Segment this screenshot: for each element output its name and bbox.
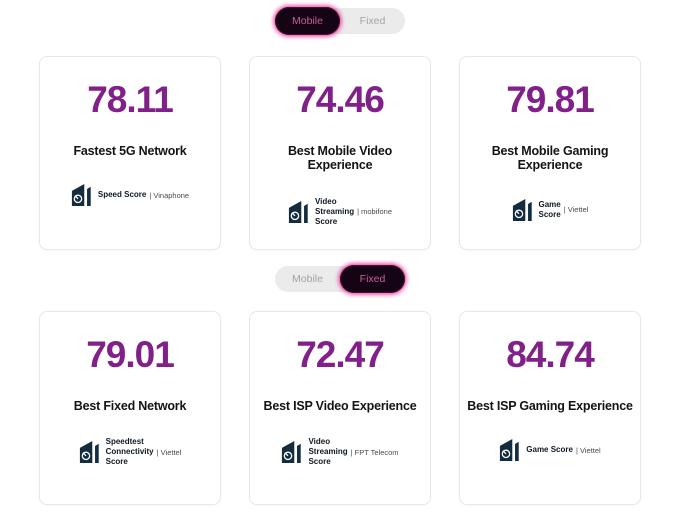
metric-row: Video Streaming Score | mobifone <box>288 197 392 227</box>
toggle-fixed-bottom[interactable]: Fixed <box>340 265 405 293</box>
score-value: 74.46 <box>296 79 385 120</box>
score-value: 78.11 <box>87 79 174 120</box>
award-title: Best ISP Gaming Experience <box>467 399 633 413</box>
operator-name: | mobifone <box>357 207 392 217</box>
toggle-fixed-top[interactable]: Fixed <box>340 8 405 34</box>
award-title: Best Fixed Network <box>73 399 187 413</box>
operator-name: | Vinaphone <box>149 190 190 200</box>
metric-row: Video Streaming Score | FPT Telecom <box>281 437 399 467</box>
toggle-mobile-top[interactable]: Mobile <box>275 7 340 35</box>
metric-label: Video Streaming Score <box>308 437 348 467</box>
score-value: 79.81 <box>506 79 595 120</box>
opensignal-logo-icon <box>288 200 308 223</box>
metric-row: Game Score | Viettel <box>499 437 601 463</box>
mobile-cards-row: 78.11 Fastest 5G Network Speed Score | V… <box>39 56 641 250</box>
opensignal-logo-icon <box>282 441 302 464</box>
score-value: 79.01 <box>86 334 175 375</box>
metric-row: Speed Score | Vinaphone <box>71 182 189 208</box>
card-best-isp-gaming: 84.74 Best ISP Gaming Experience Game Sc… <box>459 311 641 505</box>
card-best-mobile-video: 74.46 Best Mobile Video Experience Video… <box>249 56 431 250</box>
metric-row: Speedtest Connectivity Score | Viettel <box>79 437 182 467</box>
award-title: Best ISP Video Experience <box>263 399 417 413</box>
metric-label: Speedtest Connectivity Score <box>105 437 154 467</box>
card-best-fixed-network: 79.01 Best Fixed Network Speedtest Conne… <box>39 311 221 505</box>
fixed-cards-row: 79.01 Best Fixed Network Speedtest Conne… <box>39 311 641 505</box>
score-value: 84.74 <box>506 334 595 375</box>
card-best-isp-video: 72.47 Best ISP Video Experience Video St… <box>249 311 431 505</box>
metric-label: Speed Score <box>97 190 147 200</box>
opensignal-logo-icon <box>79 441 99 464</box>
metric-row: Game Score | Viettel <box>512 197 589 223</box>
score-value: 72.47 <box>296 334 385 375</box>
toggle-mobile-bottom[interactable]: Mobile <box>275 266 340 292</box>
opensignal-logo-icon <box>512 198 532 221</box>
mobile-fixed-toggle-top: Mobile Fixed <box>275 7 405 35</box>
operator-name: | Viettel <box>563 205 589 215</box>
operator-name: | FPT Telecom <box>350 447 399 457</box>
award-title: Best Mobile Video Experience <box>287 144 393 173</box>
mobile-section: Mobile Fixed 78.11 Fastest 5G Network Sp… <box>0 7 680 250</box>
award-title: Fastest 5G Network <box>73 144 187 158</box>
metric-label: Game Score <box>526 445 573 455</box>
metric-label: Game Score <box>538 199 561 219</box>
award-title: Best Mobile Gaming Experience <box>491 144 609 173</box>
fixed-section: Mobile Fixed 79.01 Best Fixed Network Sp… <box>0 265 680 505</box>
card-best-mobile-gaming: 79.81 Best Mobile Gaming Experience Game… <box>459 56 641 250</box>
opensignal-logo-icon <box>500 439 519 462</box>
opensignal-logo-icon <box>71 184 91 207</box>
card-fastest-5g-network: 78.11 Fastest 5G Network Speed Score | V… <box>39 56 221 250</box>
operator-name: | Viettel <box>575 445 601 455</box>
mobile-fixed-toggle-bottom: Mobile Fixed <box>275 265 405 293</box>
operator-name: | Viettel <box>156 447 182 457</box>
metric-label: Video Streaming Score <box>314 196 355 226</box>
